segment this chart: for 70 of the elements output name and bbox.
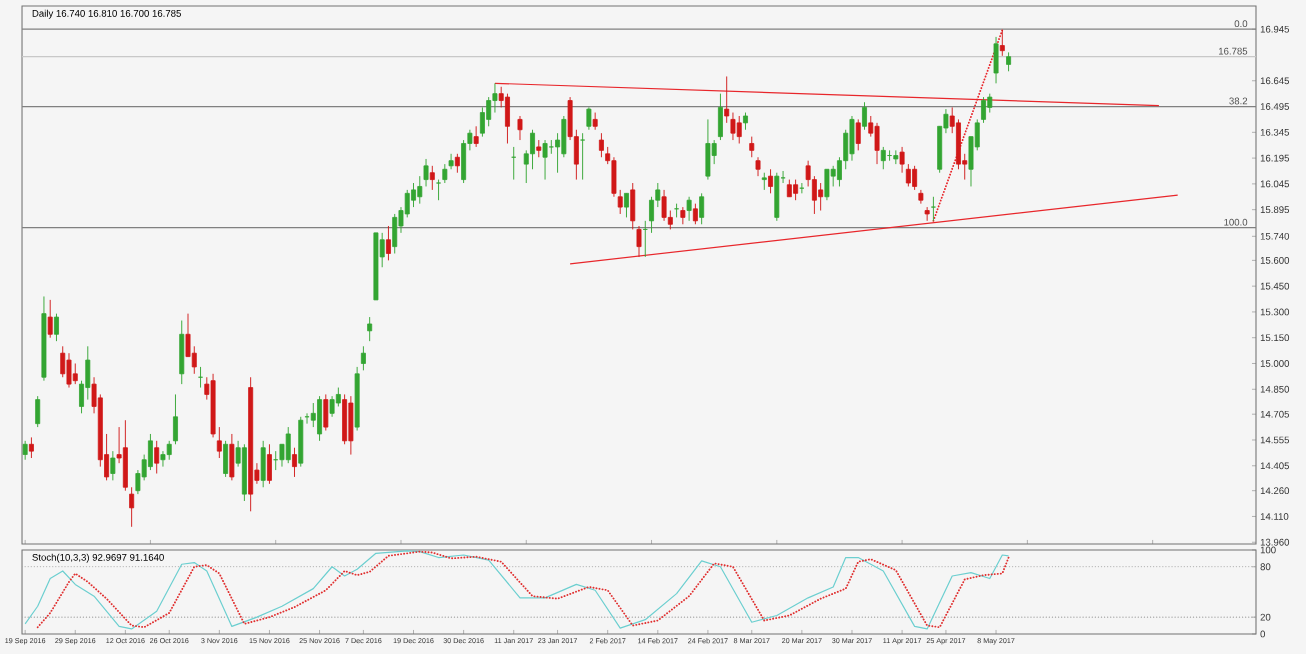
candlestick (179, 320, 185, 385)
candlestick (598, 132, 604, 158)
candlestick (72, 363, 78, 385)
candlestick (580, 132, 586, 181)
candlestick (229, 433, 235, 481)
candlestick (260, 440, 266, 488)
candlestick (241, 443, 247, 502)
candlestick (630, 182, 636, 230)
candlestick (517, 115, 523, 141)
candlestick (849, 115, 855, 162)
candlestick (223, 440, 229, 478)
candlestick (266, 443, 272, 485)
candlestick (705, 118, 711, 181)
candlestick (624, 192, 629, 218)
candlestick (454, 153, 460, 174)
candlestick (392, 213, 398, 254)
candlestick (636, 225, 642, 258)
candlestick (442, 163, 448, 184)
candlestick (699, 192, 705, 225)
candlestick (429, 165, 435, 191)
candlestick (824, 168, 830, 201)
candlestick (298, 416, 304, 468)
candlestick (818, 182, 824, 211)
candlestick (692, 203, 698, 225)
candlestick (880, 146, 886, 170)
candlestick (110, 450, 116, 481)
candlestick (774, 172, 780, 222)
candlestick (323, 393, 329, 431)
candlestick (166, 440, 172, 461)
candlestick (862, 101, 867, 131)
candlestick (505, 93, 510, 144)
candlestick (586, 106, 592, 131)
candlestick (874, 122, 880, 165)
candlestick (310, 402, 316, 428)
candlestick (680, 206, 686, 225)
candlestick (22, 440, 28, 461)
candlestick (28, 436, 34, 459)
candlestick (717, 93, 723, 141)
candlestick (367, 316, 373, 342)
candlestick (542, 139, 548, 181)
candlestick (329, 395, 335, 418)
candlestick (47, 299, 53, 339)
candlestick (912, 165, 918, 191)
candlestick (360, 345, 366, 371)
candlestick (855, 118, 861, 151)
candlestick (292, 447, 297, 478)
candlestick (173, 393, 178, 445)
candlestick (548, 139, 554, 155)
candlestick (793, 179, 799, 201)
candlestick (999, 29, 1005, 57)
candlestick (749, 136, 755, 158)
candlestick (930, 196, 936, 222)
candlestick (54, 313, 59, 342)
candlestick (661, 189, 667, 222)
candlestick (755, 156, 761, 177)
candlestick (348, 395, 354, 456)
candlestick (317, 395, 323, 442)
candlestick (66, 352, 72, 389)
candlestick (385, 225, 391, 261)
candlestick (154, 440, 160, 474)
candlestick (285, 426, 291, 464)
candlestick (736, 115, 742, 144)
candlestick (686, 196, 692, 222)
candlestick (768, 168, 774, 194)
candlestick (1006, 51, 1012, 72)
candlestick (35, 395, 41, 428)
candlestick (473, 125, 479, 148)
candlestick (918, 189, 924, 205)
candlestick (924, 206, 930, 222)
candlestick (993, 36, 999, 84)
